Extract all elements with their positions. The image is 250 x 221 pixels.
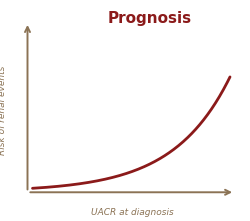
Text: UACR at diagnosis: UACR at diagnosis <box>91 208 174 217</box>
Text: Risk of renal events: Risk of renal events <box>0 66 7 155</box>
Text: Prognosis: Prognosis <box>108 11 192 26</box>
